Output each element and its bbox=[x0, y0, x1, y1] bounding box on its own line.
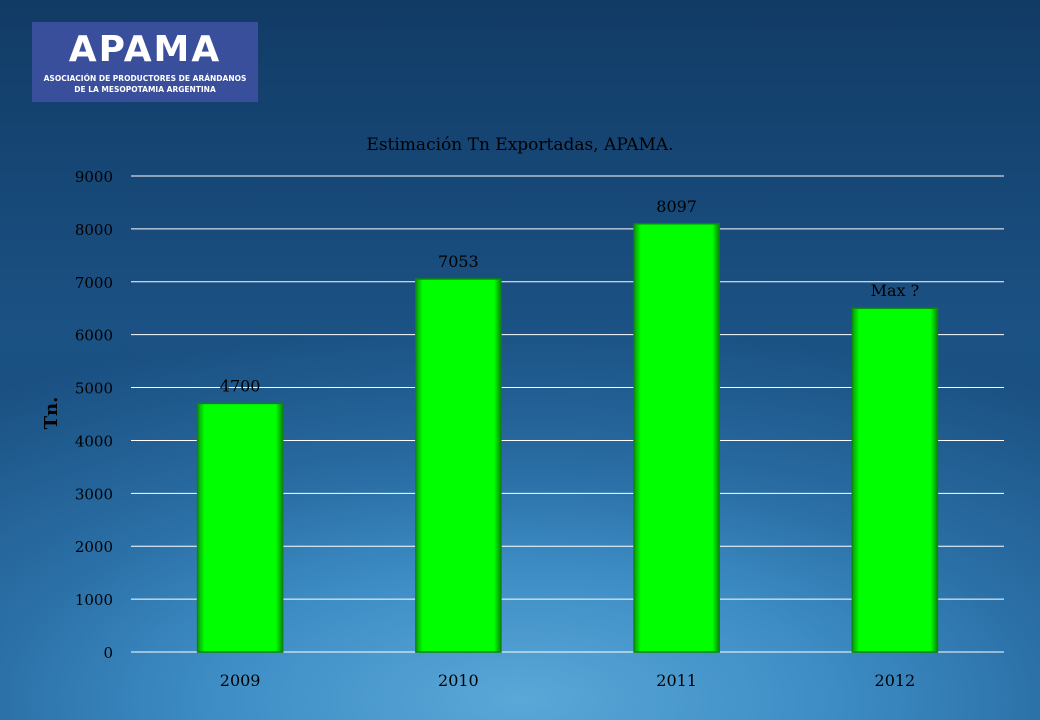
x-tick-label: 2009 bbox=[220, 671, 261, 690]
data-labels: 4700 7053 8097 Max ? bbox=[220, 197, 919, 396]
apama-logo: APAMA ASOCIACIÓN DE PRODUCTORES DE ARÁND… bbox=[32, 22, 258, 102]
y-tick-label: 4000 bbox=[75, 432, 113, 450]
bars bbox=[196, 223, 939, 653]
x-tick-label: 2011 bbox=[656, 671, 697, 690]
y-tick-label: 5000 bbox=[75, 380, 113, 398]
bar-2009 bbox=[196, 402, 284, 653]
y-tick-label: 9000 bbox=[75, 168, 113, 186]
x-tick-labels: 2009 2010 2011 2012 bbox=[220, 671, 915, 690]
y-tick-label: 6000 bbox=[75, 327, 113, 345]
y-axis-label: Tn. bbox=[41, 397, 62, 430]
bar-2011 bbox=[633, 223, 720, 653]
data-label-2012: Max ? bbox=[871, 281, 920, 300]
y-tick-label: 8000 bbox=[75, 221, 113, 239]
chart-title: Estimación Tn Exportadas, APAMA. bbox=[366, 135, 673, 155]
y-tick-label: 7000 bbox=[75, 274, 113, 292]
y-tick-label: 1000 bbox=[75, 591, 113, 609]
y-tick-label: 0 bbox=[103, 644, 113, 662]
x-tick-label: 2010 bbox=[438, 671, 479, 690]
bar-2010 bbox=[415, 278, 502, 653]
data-label-2011: 8097 bbox=[656, 197, 697, 216]
data-label-2010: 7053 bbox=[438, 252, 479, 271]
data-label-2009: 4700 bbox=[220, 376, 261, 395]
y-tick-label: 3000 bbox=[75, 485, 113, 503]
y-tick-labels: 0 1000 2000 3000 4000 5000 6000 7000 8000 9000 bbox=[75, 168, 113, 662]
x-tick-label: 2012 bbox=[875, 671, 916, 690]
logo-wordmark: APAMA bbox=[68, 29, 222, 70]
logo-subtitle-line2: DE LA MESOPOTAMIA ARGENTINA bbox=[74, 85, 216, 94]
bar-2012 bbox=[851, 307, 939, 653]
logo-subtitle-line1: ASOCIACIÓN DE PRODUCTORES DE ARÁNDANOS bbox=[43, 74, 247, 83]
y-tick-label: 2000 bbox=[75, 538, 113, 556]
